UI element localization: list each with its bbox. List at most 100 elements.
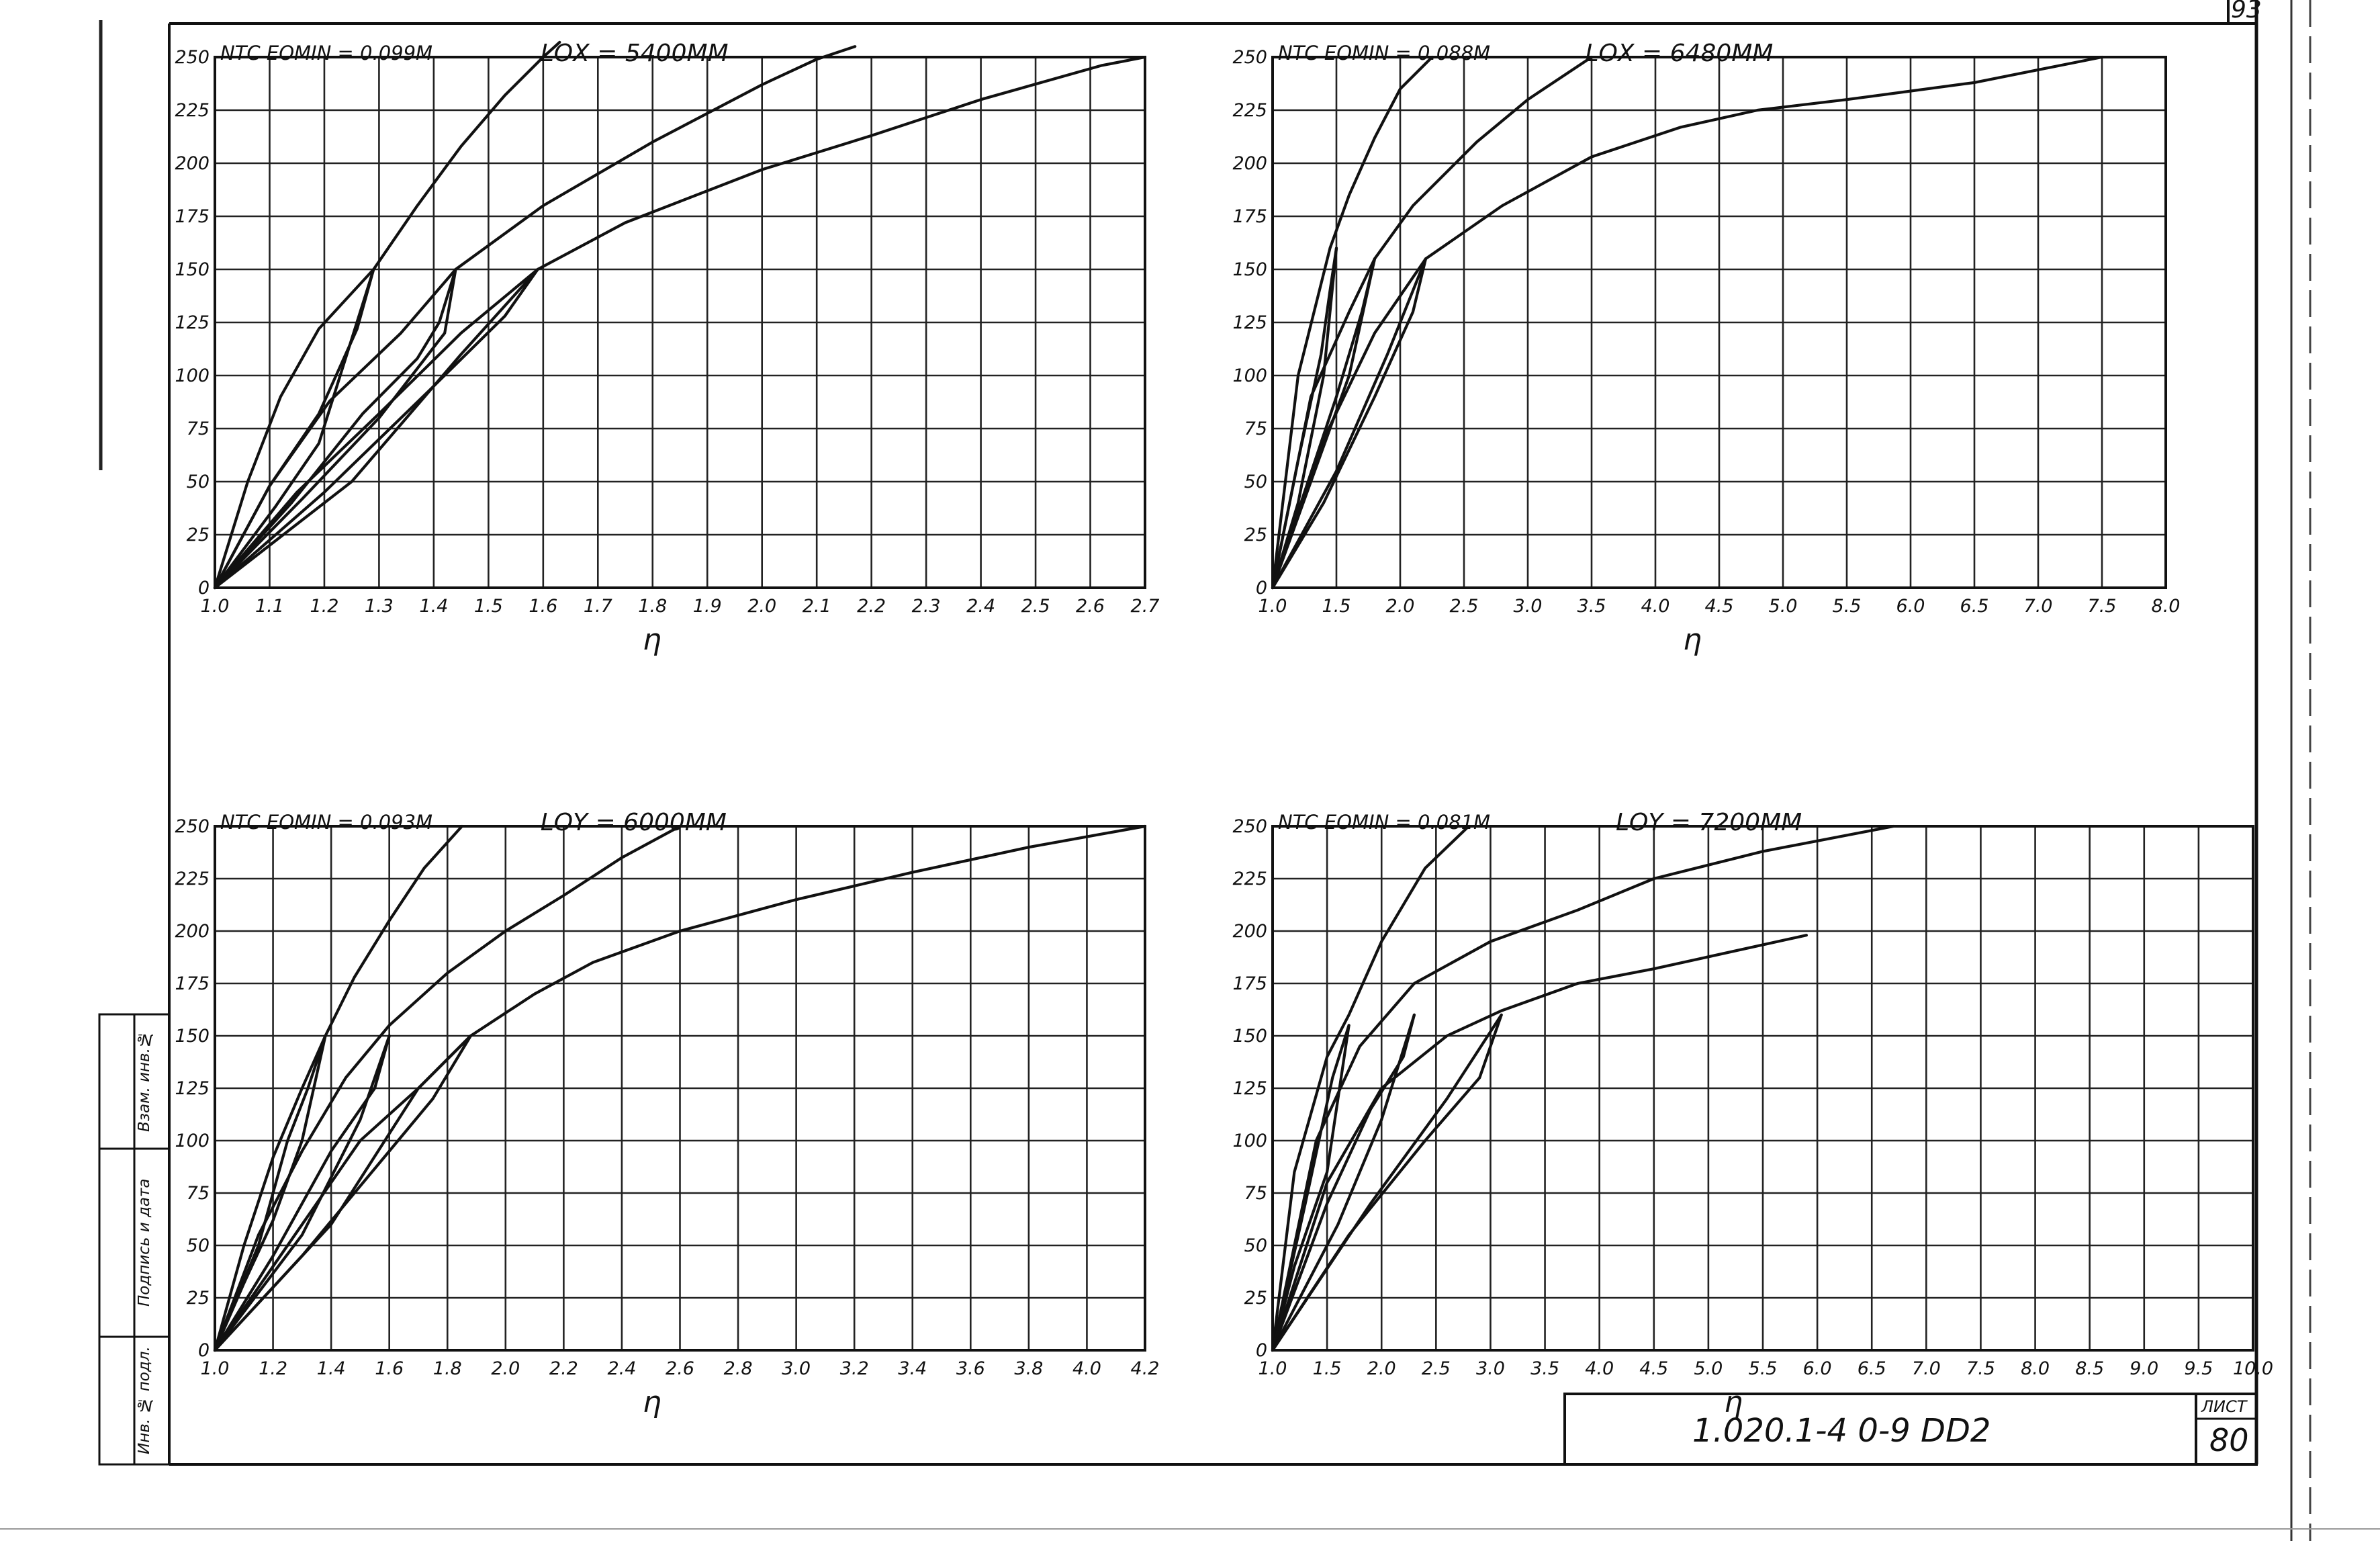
x-tick-label: 2.0 (1386, 596, 1415, 617)
y-tick-label: 250 (1232, 47, 1267, 68)
title-block (1563, 1393, 2258, 1466)
x-tick-label: 8.0 (2152, 596, 2181, 617)
chart-panel-bottom-right: 0 25 50 75 100 125 150 175 200 225 250 1.0 1.5 2.0 2.5… (1229, 809, 2273, 1431)
y-tick-label: 0 (1256, 578, 1267, 599)
y-tick-label: 175 (1232, 973, 1267, 994)
x-tick-label: 1.1 (255, 596, 284, 617)
x-tick-label: 9.5 (2184, 1358, 2213, 1379)
x-tick-label: 3.5 (1530, 1358, 1559, 1379)
y-tick-label: 225 (175, 869, 210, 889)
y-tick-label: 25 (187, 1288, 210, 1309)
chart-title: NТС EОMIN = 0.088М (1278, 42, 1490, 64)
series-line-7 (1271, 257, 1377, 590)
y-tick-label: 100 (1232, 365, 1267, 386)
x-tick-label: 1.6 (375, 1358, 404, 1379)
x-tick-label: 1.0 (1258, 1358, 1287, 1379)
y-tick-label: 25 (187, 525, 210, 545)
y-tick-label: 100 (175, 1131, 210, 1151)
x-tick-label: 3.0 (1476, 1358, 1505, 1379)
x-tick-label: 1.5 (474, 596, 503, 617)
series-line-3 (1271, 55, 2104, 590)
corner-number: 93 (2231, 0, 2262, 24)
y-tick-label: 200 (1232, 153, 1267, 174)
y-tick-label: 50 (1244, 1235, 1267, 1256)
chart-svg: 0 25 50 75 100 125 150 175 200 225 250 1.0 1.5 2.0 2.5… (1232, 809, 2273, 1419)
x-axis-label: η (1724, 1385, 1743, 1419)
series-line-5 (213, 1034, 327, 1352)
x-tick-label: 7.5 (1966, 1358, 1995, 1379)
y-tick-label: 200 (1232, 921, 1267, 942)
chart-svg: 0 25 50 75 100 125 150 175 200 225 250 1.0 1.5 2.0 2.5… (1232, 40, 2181, 657)
x-tick-label: 4.0 (1072, 1358, 1101, 1379)
series-line-8 (1271, 257, 1428, 590)
y-tick-label: 150 (175, 259, 210, 280)
y-tick-label: 225 (1232, 100, 1267, 121)
y-tick-label: 0 (198, 1340, 210, 1361)
y-tick-label: 175 (1232, 206, 1267, 227)
x-tick-label: 2.5 (1422, 1358, 1451, 1379)
y-tick-label: 100 (175, 365, 210, 386)
x-tick-label: 5.0 (1694, 1358, 1723, 1379)
y-tick-label: 50 (1244, 472, 1267, 492)
series-line-3 (213, 824, 1147, 1352)
series-line-1 (1271, 824, 1471, 1352)
y-tick-label: 50 (187, 1235, 210, 1256)
y-tick-label: 225 (1232, 869, 1267, 889)
x-tick-label: 9.0 (2130, 1358, 2158, 1379)
y-tick-label: 150 (175, 1026, 210, 1047)
series-line-3 (1271, 934, 1809, 1352)
x-tick-label: 1.3 (365, 596, 394, 617)
x-tick-label: 1.6 (529, 596, 557, 617)
x-tick-label: 2.0 (491, 1358, 520, 1379)
series-line-9 (213, 1034, 472, 1352)
x-tick-label: 7.0 (1912, 1358, 1941, 1379)
x-tick-label: 2.2 (549, 1358, 578, 1379)
series-line-7 (213, 267, 457, 590)
series-line-4 (1271, 1024, 1351, 1352)
x-tick-label: 7.5 (2088, 596, 2117, 617)
side-label-replaced: Взам. инв.№ (136, 1030, 153, 1133)
length-label: LОY = 6000ММ (541, 809, 727, 836)
x-tick-label: 6.5 (1960, 596, 1989, 617)
series-line-9 (1271, 1013, 1503, 1352)
x-tick-label: 2.7 (1131, 596, 1160, 617)
x-tick-label: 3.8 (1014, 1358, 1043, 1379)
x-tick-label: 3.0 (1514, 596, 1543, 617)
y-tick-label: 200 (175, 153, 210, 174)
list-number: 80 (2209, 1422, 2249, 1458)
chart-title: NТС EОMIN = 0.099М (220, 42, 432, 64)
x-tick-label: 2.4 (966, 596, 995, 617)
y-tick-label: 25 (1244, 1288, 1267, 1309)
series-line-1 (1271, 55, 1434, 590)
series-line-7 (1271, 1013, 1416, 1352)
series-line-6 (213, 267, 457, 590)
x-tick-label: 4.5 (1705, 596, 1734, 617)
x-tick-label: 1.9 (693, 596, 722, 617)
x-tick-label: 8.5 (2075, 1358, 2104, 1379)
x-tick-label: 6.0 (1896, 596, 1925, 617)
x-tick-label: 1.4 (419, 596, 448, 617)
y-tick-label: 150 (1232, 259, 1267, 280)
y-tick-label: 250 (175, 47, 210, 68)
side-label-signature: Подпись и дата (136, 1178, 153, 1307)
x-tick-label: 2.2 (857, 596, 886, 617)
chart-svg: 0 25 50 75 100 125 150 175 200 225 250 1.0 1.1 1.2 1.3… (175, 40, 1160, 657)
chart-title: NТС EОMIN = 0.081М (1278, 811, 1490, 834)
x-tick-label: 3.6 (956, 1358, 985, 1379)
chart-panel-top-left: 0 25 50 75 100 125 150 175 200 225 250 1.0 1.1 1.2 1.3… (171, 40, 1160, 668)
x-tick-label: 4.0 (1641, 596, 1670, 617)
series-line-2 (1271, 55, 1594, 590)
x-tick-label: 1.0 (201, 596, 230, 617)
x-tick-label: 8.0 (2021, 1358, 2050, 1379)
y-tick-label: 75 (187, 419, 210, 439)
y-tick-label: 250 (1232, 816, 1267, 837)
x-tick-label: 1.2 (259, 1358, 287, 1379)
x-tick-label: 1.0 (1258, 596, 1287, 617)
y-tick-label: 125 (1232, 1078, 1267, 1099)
y-tick-label: 175 (175, 206, 210, 227)
series-line-6 (213, 1034, 391, 1352)
x-axis-label: η (1683, 623, 1702, 657)
x-tick-label: 2.8 (724, 1358, 753, 1379)
doc-code: 1.020.1-4 0-9 DD2 (1692, 1412, 1991, 1450)
x-tick-label: 2.4 (607, 1358, 636, 1379)
